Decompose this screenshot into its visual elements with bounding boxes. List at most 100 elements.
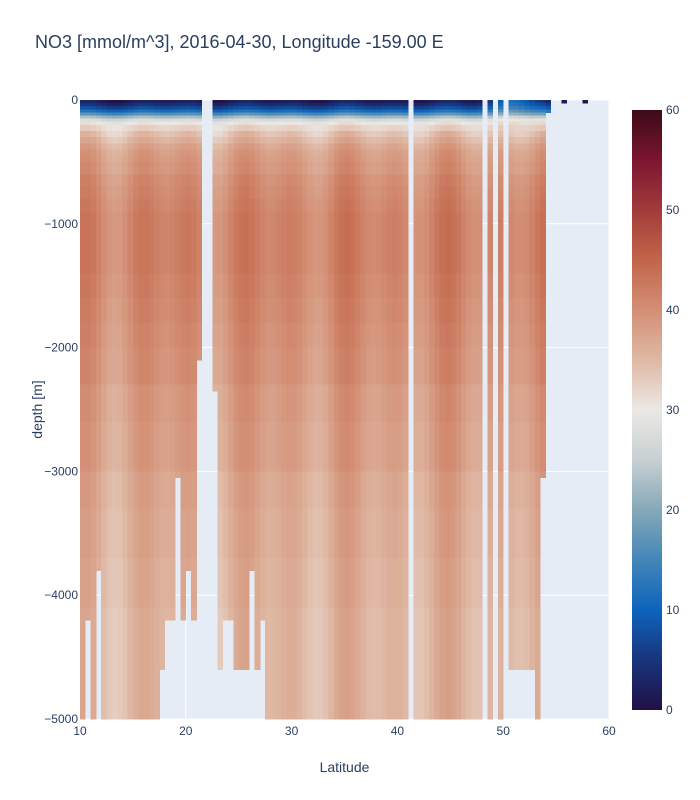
heatmap-cell [540,421,546,472]
heatmap-cell [439,186,446,200]
heatmap-cell [460,155,467,163]
heatmap-cell [460,100,467,104]
heatmap-cell [418,211,425,225]
heatmap-cell [513,657,520,670]
heatmap-cell [249,471,255,509]
heatmap-cell [259,322,266,348]
heatmap-cell [291,273,298,299]
heatmap-cell [259,100,266,104]
heatmap-cell [413,322,419,348]
heatmap-cell [212,124,218,132]
heatmap-cell [212,115,218,119]
heatmap-cell [212,161,218,175]
heatmap-cell [508,137,515,144]
heatmap-cell [265,130,271,138]
heatmap-cell [318,124,324,132]
heatmap-cell [339,137,345,144]
heatmap-cell [164,607,171,621]
heatmap-cell [333,322,340,348]
heatmap-cell [402,223,409,249]
heatmap-cell [143,174,150,188]
heatmap-cell [513,607,520,658]
heatmap-cell [471,115,478,119]
heatmap-cell [519,298,525,324]
heatmap-cell [540,248,546,274]
heatmap-cell [270,248,277,274]
heatmap-cell [101,130,107,138]
heatmap-cell [212,143,218,150]
heatmap-cell [138,421,144,472]
heatmap-cell [80,106,86,110]
heatmap-cell [101,273,107,299]
heatmap-cell [423,558,430,608]
heatmap-cell [127,118,134,123]
heatmap-cell [519,273,525,299]
heatmap-cell [111,384,118,423]
heatmap-cell [101,248,107,274]
heatmap-cell [85,118,91,123]
heatmap-cell [328,657,335,720]
heatmap-cell [476,143,483,150]
heatmap-cell [487,155,494,163]
heatmap-cell [228,109,234,113]
heatmap-cell [323,130,330,138]
heatmap-cell [281,199,287,212]
heatmap-cell [90,421,97,472]
heatmap-cell [217,100,224,104]
heatmap-cell [312,106,319,110]
y-tick-label: −3000 [44,464,78,478]
heatmap-cell [519,223,525,249]
heatmap-cell [265,137,271,144]
heatmap-cell [243,347,250,386]
heatmap-cell [360,100,367,104]
heatmap-cell [164,103,171,107]
heatmap-cell [275,161,282,175]
heatmap-cell [212,174,218,188]
heatmap-cell [101,211,107,225]
heatmap-cell [270,155,277,163]
heatmap-cell [318,471,324,509]
heatmap-cell [180,149,187,157]
heatmap-cell [117,143,123,150]
heatmap-cell [323,121,330,126]
heatmap-cell [370,199,377,212]
heatmap-cell [296,347,303,386]
heatmap-cell [259,384,266,423]
heatmap-cell [291,508,298,559]
heatmap-cell [291,124,298,132]
heatmap-cell [254,112,261,116]
heatmap-cell [132,174,139,188]
heatmap-cell [302,384,308,423]
heatmap-cell [143,109,150,113]
heatmap-cell [439,106,446,110]
heatmap-cell [302,103,308,107]
heatmap-cell [376,106,382,110]
heatmap-cell [180,186,187,200]
heatmap-cell [101,558,107,608]
heatmap-cell [296,118,303,123]
heatmap-cell [281,421,287,472]
heatmap-cell [370,223,377,249]
heatmap-cell [127,161,134,175]
heatmap-cell [460,143,467,150]
heatmap-cell [175,130,181,138]
heatmap-cell [185,174,192,188]
heatmap-cell [85,121,91,126]
heatmap-cell [159,130,166,138]
heatmap-cell [439,384,446,423]
heatmap-cell [323,118,330,123]
heatmap-cell [291,607,298,658]
heatmap-cell [466,149,472,157]
heatmap-cell [228,121,234,126]
heatmap-cell [439,347,446,386]
heatmap-cell [423,121,430,126]
heatmap-cell [466,130,472,138]
heatmap-cell [418,161,425,175]
heatmap-cell [238,115,245,119]
heatmap-cell [455,384,462,423]
heatmap-cell [249,121,255,126]
heatmap-cell [312,137,319,144]
heatmap-cell [370,607,377,658]
heatmap-cell [476,130,483,138]
heatmap-cell [291,155,298,163]
